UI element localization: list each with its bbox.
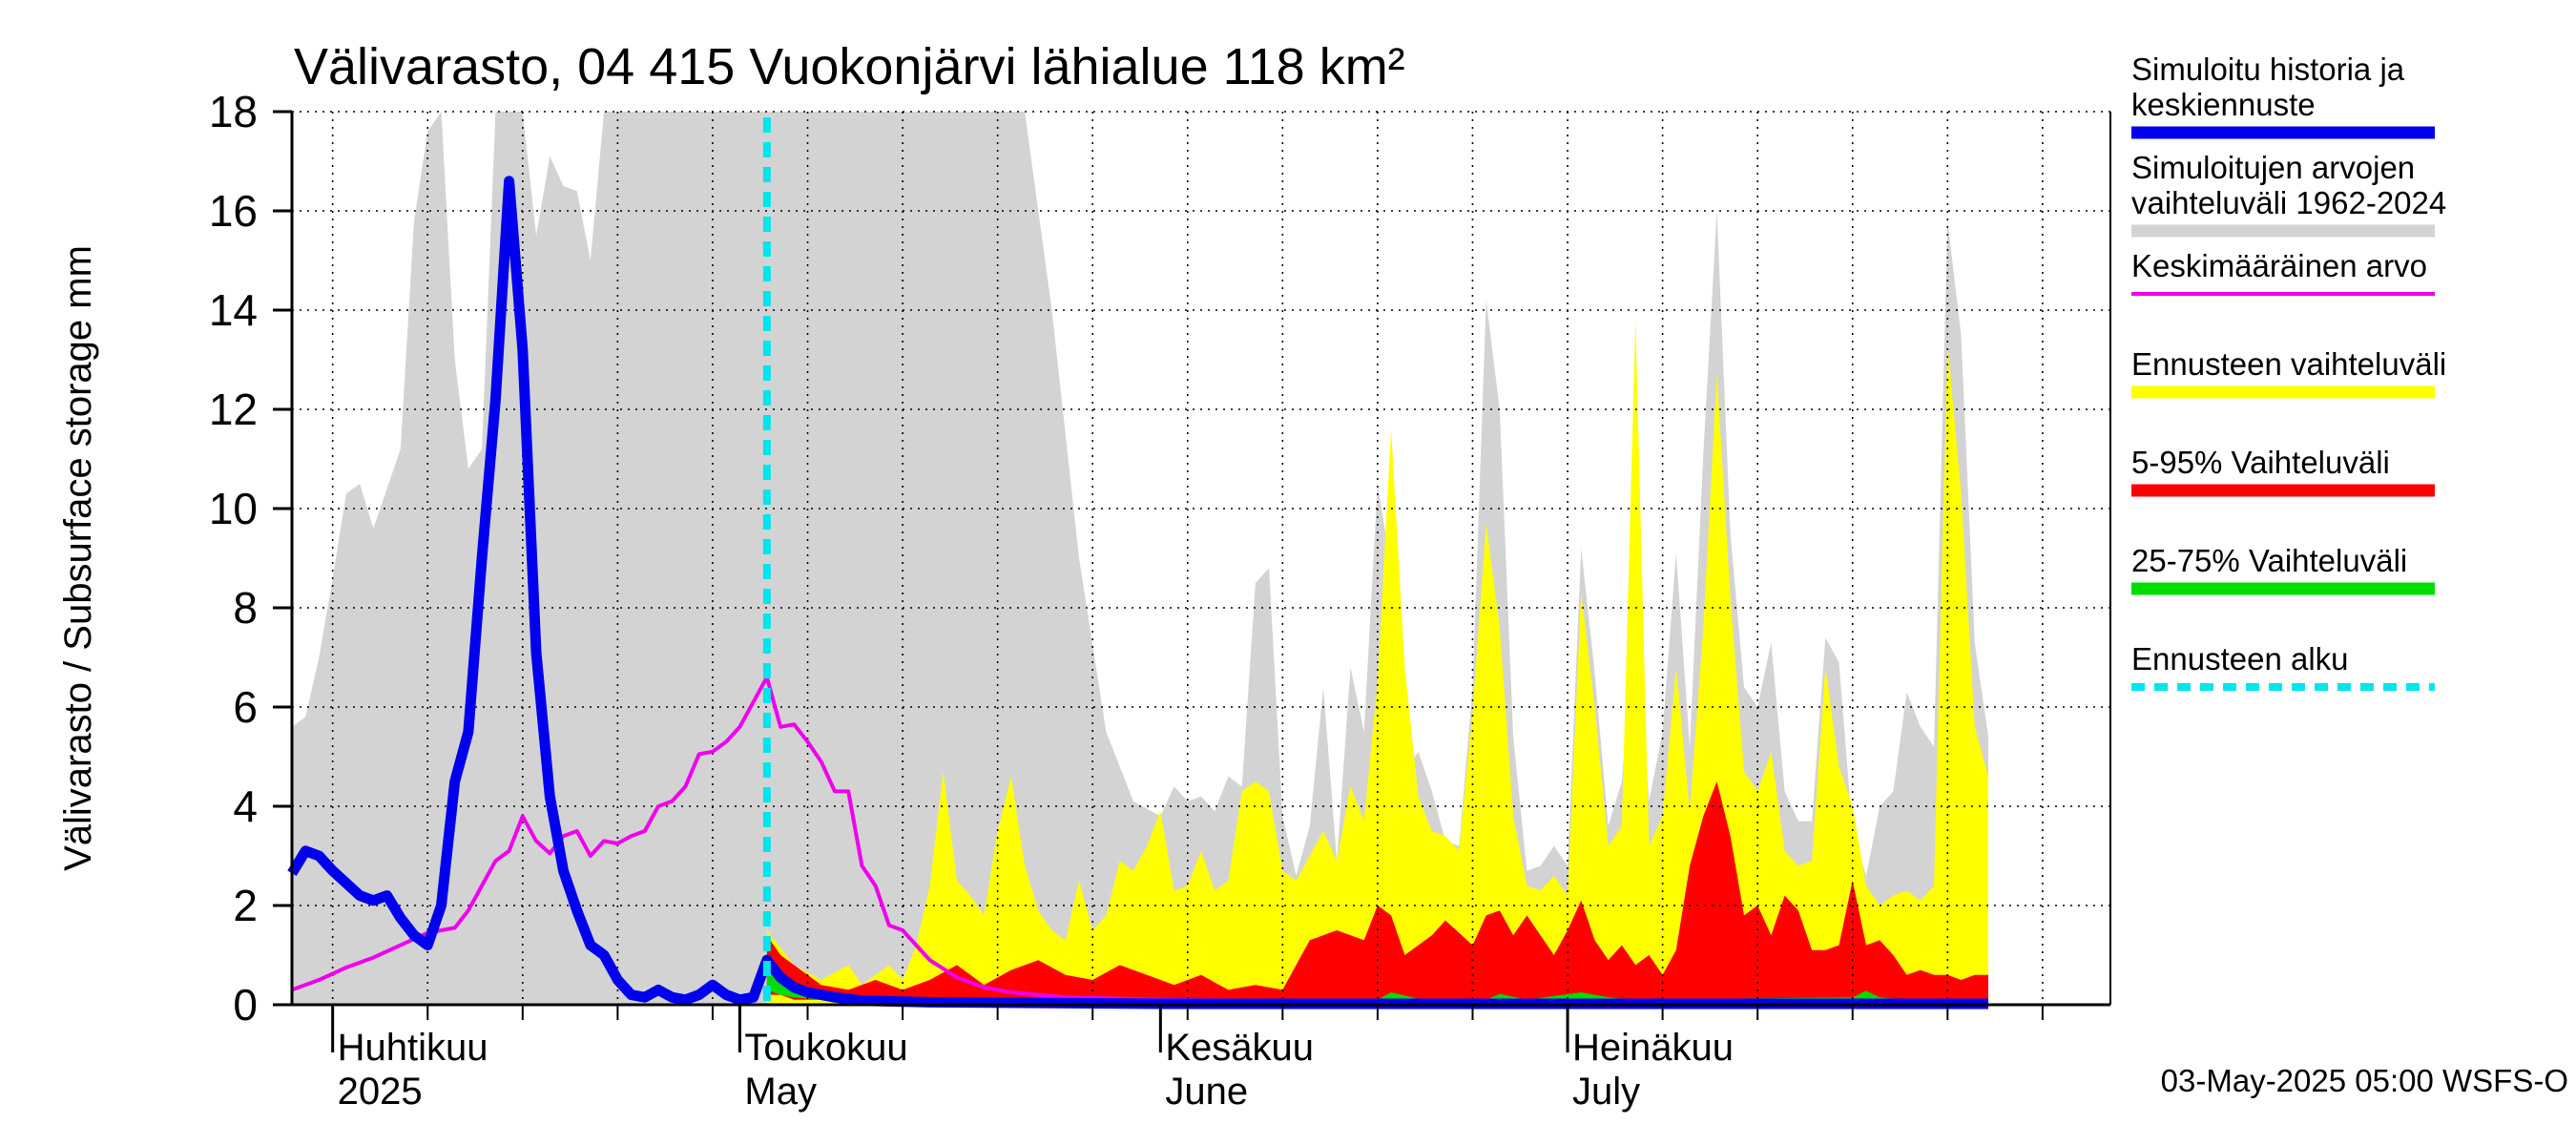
- hist-range-band: [292, 112, 1988, 1005]
- legend-item-label: Ennusteen vaihteluväli: [2131, 346, 2446, 382]
- y-tick-label: 16: [209, 186, 258, 236]
- legend-item-label-line2: keskiennuste: [2131, 87, 2316, 122]
- month-label: Kesäkuu: [1165, 1027, 1314, 1069]
- p25-75-band: [766, 960, 1988, 1003]
- y-tick-label: 10: [209, 484, 258, 533]
- mean-line: [291, 675, 1988, 1004]
- y-axis-label: Välivarasto / Subsurface storage mm: [57, 245, 99, 871]
- y-tick-label: 2: [233, 881, 258, 930]
- month-label: Toukokuu: [744, 1027, 907, 1069]
- y-tick-label: 6: [233, 682, 258, 732]
- y-tick-label: 4: [233, 781, 258, 831]
- y-tick-label: 18: [209, 87, 258, 136]
- y-tick-label: 14: [209, 285, 258, 335]
- legend-item-label: Ennusteen alku: [2131, 641, 2349, 677]
- y-tick-label: 8: [233, 583, 258, 633]
- footer-timestamp: 03-May-2025 05:00 WSFS-O: [2161, 1063, 2568, 1098]
- simulated-line: [287, 176, 1988, 1010]
- y-tick-label: 12: [209, 385, 258, 434]
- month-label: Heinäkuu: [1572, 1027, 1734, 1069]
- legend-item-label: 5-95% Vaihteluväli: [2131, 445, 2390, 480]
- month-sublabel: June: [1165, 1071, 1248, 1113]
- legend-item-label: 25-75% Vaihteluväli: [2131, 543, 2407, 578]
- month-sublabel: July: [1572, 1071, 1640, 1113]
- month-label: Huhtikuu: [338, 1027, 488, 1069]
- legend-item-label-line2: vaihteluväli 1962-2024: [2131, 185, 2446, 220]
- y-tick-label: 0: [233, 980, 258, 1030]
- legend-item-label: Simuloitu historia ja: [2131, 52, 2405, 87]
- p5-95-band: [766, 781, 1988, 1003]
- month-sublabel: May: [744, 1071, 817, 1113]
- legend-item-label: Simuloitujen arvojen: [2131, 150, 2415, 185]
- legend-item-label: Keskimääräinen arvo: [2131, 248, 2427, 283]
- forecast-range-band: [766, 320, 1988, 1005]
- month-sublabel: 2025: [338, 1071, 423, 1113]
- chart-title: Välivarasto, 04 415 Vuokonjärvi lähialue…: [294, 38, 1405, 95]
